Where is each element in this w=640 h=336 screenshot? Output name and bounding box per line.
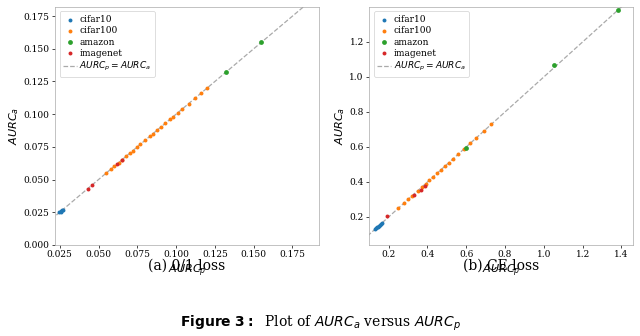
amazon [461,145,472,151]
cifar100 [140,138,150,143]
cifar100 [413,188,423,193]
cifar10 [373,224,383,229]
cifar100 [152,127,163,132]
$AURC_p = AURC_a$ [616,6,624,10]
cifar100 [189,96,200,101]
Text: $\bf{Figure\ 3:}$  Plot of $AURC_a$ versus $AURC_p$: $\bf{Figure\ 3:}$ Plot of $AURC_a$ versu… [179,313,461,333]
cifar100 [106,166,116,172]
cifar10 [370,226,380,232]
cifar100 [424,177,435,183]
$AURC_p = AURC_a$ [18,242,26,246]
$AURC_p = AURC_a$ [204,86,211,90]
cifar100 [453,151,463,157]
cifar10 [54,210,65,215]
cifar100 [196,91,206,96]
cifar10 [377,220,387,226]
cifar100 [479,128,489,134]
amazon [548,62,559,68]
cifar100 [173,110,183,116]
cifar100 [116,157,127,163]
cifar10 [56,209,66,214]
cifar100 [164,117,175,122]
$AURC_p = AURC_a$ [525,88,533,92]
cifar100 [202,85,212,91]
Legend: cifar10, cifar100, amazon, imagenet, $AURC_p = AURC_a$: cifar10, cifar100, amazon, imagenet, $AU… [60,11,155,77]
cifar100 [420,181,431,186]
Text: (b) CE loss: (b) CE loss [463,258,540,272]
cifar100 [113,160,124,165]
$AURC_p = AURC_a$ [355,242,362,246]
amazon [221,70,231,75]
cifar100 [432,170,442,176]
amazon [612,8,623,13]
Legend: cifar10, cifar100, amazon, imagenet, $AURC_p = AURC_a$: cifar10, cifar100, amazon, imagenet, $AU… [374,11,469,77]
cifar100 [436,167,446,172]
imagenet [83,186,93,192]
imagenet [112,161,122,167]
cifar100 [168,114,178,120]
cifar100 [184,101,194,107]
cifar10 [56,208,67,214]
$AURC_p = AURC_a$ [209,82,216,86]
cifar100 [148,131,158,136]
cifar10 [374,223,384,228]
cifar100 [124,151,134,156]
cifar100 [440,164,450,169]
$AURC_p = AURC_a$ [526,87,534,91]
cifar100 [132,144,143,150]
cifar100 [459,146,469,152]
$AURC_p = AURC_a$ [17,243,25,247]
$AURC_p = AURC_a$ [281,21,289,25]
cifar100 [417,184,427,190]
imagenet [87,182,97,187]
cifar10 [57,208,67,213]
amazon [257,40,267,45]
cifar100 [393,206,403,211]
$AURC_p = AURC_a$ [202,87,210,91]
amazon [301,2,312,7]
X-axis label: $AURC_p$: $AURC_p$ [168,262,206,279]
cifar100 [145,134,155,139]
Y-axis label: $AURC_a$: $AURC_a$ [7,107,20,145]
$AURC_p = AURC_a$ [301,4,308,8]
cifar10 [58,207,68,212]
cifar100 [444,160,454,165]
cifar100 [177,106,188,112]
cifar100 [127,148,138,154]
Line: $AURC_p = AURC_a$: $AURC_p = AURC_a$ [21,0,334,245]
X-axis label: $AURC_p$: $AURC_p$ [482,262,520,279]
cifar100 [160,121,170,126]
Text: (a) 0/1 loss: (a) 0/1 loss [148,258,225,272]
cifar100 [109,164,119,169]
cifar100 [399,200,410,206]
Y-axis label: $AURC_a$: $AURC_a$ [333,107,346,145]
cifar10 [376,221,386,226]
$AURC_p = AURC_a$ [354,243,362,247]
cifar100 [428,174,438,179]
cifar100 [135,141,145,147]
cifar100 [465,141,476,146]
cifar100 [447,157,458,162]
imagenet [409,193,419,198]
cifar100 [101,170,111,176]
cifar100 [122,153,132,159]
cifar100 [407,193,417,199]
cifar100 [486,122,497,127]
cifar100 [156,125,166,130]
cifar100 [403,197,413,202]
imagenet [381,213,392,219]
$AURC_p = AURC_a$ [598,23,605,27]
cifar100 [471,135,481,141]
imagenet [116,157,127,163]
imagenet [419,183,429,189]
cifar10 [375,222,385,227]
$AURC_p = AURC_a$ [531,83,539,87]
imagenet [415,187,426,193]
cifar10 [371,225,381,231]
cifar10 [372,225,382,230]
Line: $AURC_p = AURC_a$: $AURC_p = AURC_a$ [358,0,640,245]
